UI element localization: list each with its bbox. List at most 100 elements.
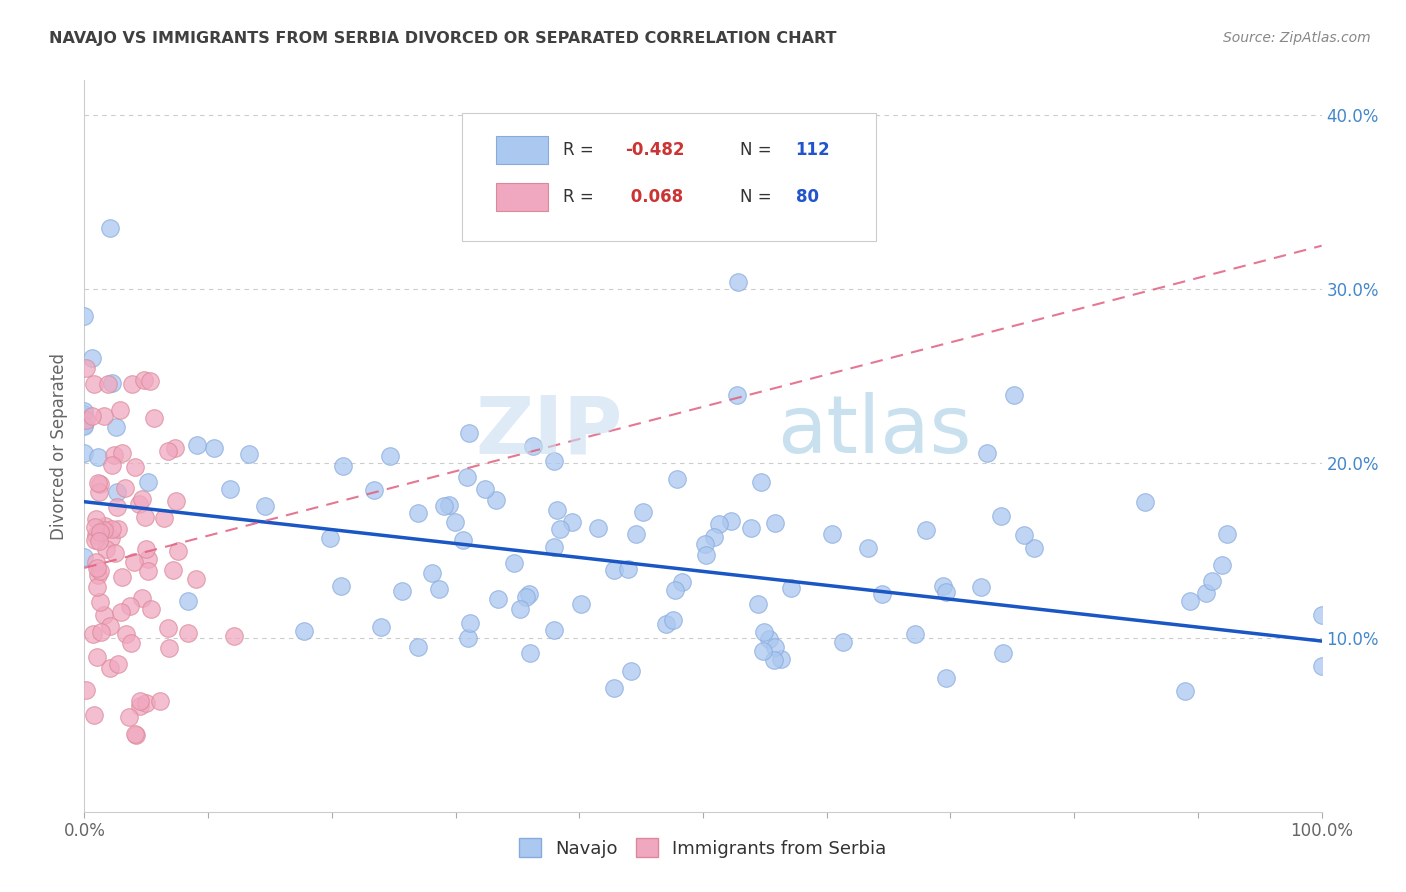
Point [125,728,148,742]
Point [1211,558,1233,572]
Point [105,500,128,514]
Point [202,441,225,455]
Text: -0.482: -0.482 [624,141,685,159]
Point [406,640,429,655]
Point [93,409,115,424]
Point [378,449,401,463]
Point [73,310,96,324]
Point [856,541,879,556]
Point [103,448,125,462]
Point [163,441,186,455]
Point [821,526,844,541]
Point [1310,658,1333,673]
Text: 112: 112 [796,141,830,159]
Point [135,696,157,710]
Point [548,523,571,537]
Point [157,641,180,656]
Point [769,652,792,666]
Point [73,407,96,421]
Point [602,681,624,695]
Point [162,563,184,577]
Text: NAVAJO VS IMMIGRANTS FROM SERBIA DIVORCED OR SEPARATED CORRELATION CHART: NAVAJO VS IMMIGRANTS FROM SERBIA DIVORCE… [49,31,837,46]
Point [422,566,444,580]
Point [177,594,200,608]
Point [503,556,526,570]
Point [603,564,626,578]
Point [457,631,479,645]
Point [114,481,136,495]
Point [90,624,112,639]
Point [586,521,609,535]
Point [153,511,176,525]
Point [105,485,128,500]
Point [993,646,1015,660]
Point [131,591,153,605]
Point [128,497,150,511]
Point [1195,586,1218,600]
Point [1002,388,1025,402]
Point [107,522,129,536]
Point [751,475,773,490]
Point [444,516,467,530]
Point [870,587,893,601]
Point [143,411,166,425]
Point [107,657,129,671]
Point [136,552,159,566]
Point [186,572,208,586]
Point [543,623,565,637]
Text: N =: N = [740,188,776,206]
Point [458,615,481,630]
Bar [496,184,548,211]
Point [111,446,134,460]
Point [831,635,853,649]
Point [101,376,124,390]
Point [456,470,478,484]
Legend: Navajo, Immigrants from Serbia: Navajo, Immigrants from Serbia [512,831,894,865]
Point [932,579,955,593]
Point [87,484,110,499]
Point [101,522,124,536]
Point [134,509,156,524]
Point [128,694,150,708]
Text: R =: R = [562,141,599,159]
Point [1310,608,1333,623]
Text: 0.068: 0.068 [624,188,683,206]
Point [82,627,104,641]
Point [671,575,693,590]
Point [73,549,96,564]
Point [458,425,481,440]
Point [84,520,107,534]
Point [111,570,134,584]
Point [149,694,172,708]
Point [437,498,460,512]
Point [391,583,413,598]
Point [666,472,689,486]
Point [94,519,117,533]
Point [124,727,146,741]
Text: R =: R = [562,188,599,206]
Point [118,599,141,614]
Point [89,595,111,609]
Point [166,543,188,558]
Text: 80: 80 [796,188,818,206]
Point [370,619,392,633]
Point [427,582,450,597]
Point [508,602,530,616]
Text: Source: ZipAtlas.com: Source: ZipAtlas.com [1223,31,1371,45]
Point [89,564,111,578]
Point [98,619,121,633]
Point [515,590,537,604]
Point [703,529,725,543]
Point [89,525,111,540]
Point [80,409,103,424]
Point [122,555,145,569]
Point [292,624,315,638]
Bar [496,136,548,163]
Point [87,475,110,490]
Point [87,450,110,465]
Point [1174,683,1197,698]
Point [98,221,121,235]
Point [758,632,780,647]
Point [135,541,157,556]
Point [688,218,710,232]
